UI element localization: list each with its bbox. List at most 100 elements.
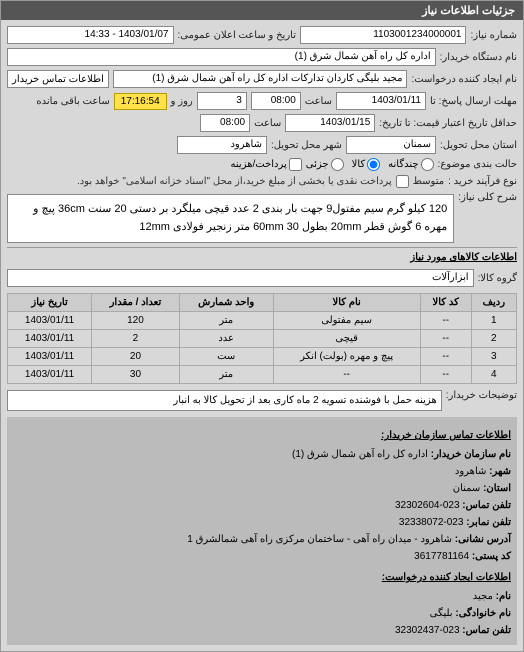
time-label-2: ساعت (254, 118, 281, 129)
valid-date: 1403/01/15 (285, 114, 375, 132)
table-cell: 2 (471, 330, 516, 348)
need-label: شرح کلی نیاز: (458, 192, 517, 203)
table-cell: عدد (179, 330, 273, 348)
remain-suffix: ساعت باقی مانده (36, 96, 109, 107)
c-prov-label: استان: (483, 483, 511, 494)
row-need: شرح کلی نیاز: 120 کیلو گرم سیم مفتول9 جه… (7, 192, 517, 243)
row-location: استان محل تحویل: سمنان شهر محل تحویل: شا… (7, 136, 517, 154)
city-label: شهر محل تحویل: (271, 140, 342, 151)
col-2: نام کالا (273, 294, 420, 312)
pkg-partial-radio[interactable] (331, 158, 344, 171)
c-post-label: کد پستی: (472, 551, 511, 562)
pkg-multi-radio[interactable] (421, 158, 434, 171)
panel-title: جزئیات اطلاعات نیاز (1, 1, 523, 20)
contact-section: اطلاعات تماس سازمان خریدار: نام سازمان خ… (7, 417, 517, 645)
table-cell: -- (420, 348, 471, 366)
brand-note: پرداخت نقدی یا بخشی از مبلغ خرید،از محل … (77, 176, 392, 187)
c-family: بلیگی (430, 608, 453, 619)
row-buyer-note: توضیحات خریدار: هزینه حمل با فوشنده تسوی… (7, 390, 517, 411)
col-5: تاریخ نیاز (8, 294, 92, 312)
row-buyer: نام دستگاه خریدار: اداره کل راه آهن شمال… (7, 48, 517, 66)
loc-label: استان محل تحویل: (440, 140, 517, 151)
post-line: کد پستی: 3617781164 (13, 548, 511, 565)
phone2-line: تلفن تماس: 023-32302437 (13, 622, 511, 639)
resp-date: 1403/01/11 (336, 92, 426, 110)
table-row: 2--قیچیعدد21403/01/11 (8, 330, 517, 348)
row-deadline: مهلت ارسال پاسخ: تا 1403/01/11 ساعت 08:0… (7, 92, 517, 110)
org-label: نام سازمان خریدار: (431, 449, 511, 460)
resp-label: مهلت ارسال پاسخ: تا (430, 96, 517, 107)
table-cell: قیچی (273, 330, 420, 348)
req-no-label: شماره نیاز: (470, 30, 517, 41)
table-head: ردیف کد کالا نام کالا واحد شمارش تعداد /… (8, 294, 517, 312)
pkg-multi-opt[interactable]: چندگانه (388, 158, 433, 171)
c-addr-label: آدرس نشانی: (455, 534, 511, 545)
loc-province: سمنان (346, 136, 436, 154)
province-line: استان: سمنان (13, 480, 511, 497)
announce-field: 1403/01/07 - 14:33 (7, 26, 173, 44)
contact-hdr1: اطلاعات تماس سازمان خریدار: (13, 427, 511, 444)
family-line: نام خانوادگی: بلیگی (13, 605, 511, 622)
c-phone2-label: تلفن تماس: (462, 625, 511, 636)
time-label-1: ساعت (305, 96, 332, 107)
brand-low: متوسط (413, 176, 444, 187)
pkg-single-opt[interactable]: کالا (352, 158, 381, 171)
table-cell: -- (420, 312, 471, 330)
table-cell: 1403/01/11 (8, 366, 92, 384)
c-addr: شاهرود - میدان راه آهی - ساختمان مرکزی ر… (187, 534, 452, 545)
announce-label: تاریخ و ساعت اعلان عمومی: (178, 30, 297, 41)
table-cell: -- (420, 330, 471, 348)
row-pkg: حالت بندی موضوع: چندگانه کالا جزئی پرداخ… (7, 158, 517, 171)
table-cell: 1403/01/11 (8, 330, 92, 348)
c-post: 3617781164 (414, 551, 469, 562)
phone-line: تلفن تماس: 023-32302604 (13, 497, 511, 514)
requester-field: مجید بلیگی کاردان تدارکات اداره کل راه آ… (113, 70, 408, 88)
req-no-field: 1103001234000001 (300, 26, 466, 44)
pkg-multi-label: چندگانه (388, 159, 418, 170)
brand-checkbox[interactable] (396, 175, 409, 188)
remain-days: 3 (197, 92, 247, 110)
pkg-label: حالت بندی موضوع: (438, 159, 517, 170)
addr-line: آدرس نشانی: شاهرود - میدان راه آهی - ساخ… (13, 531, 511, 548)
pay-label: پرداخت/هزینه (231, 159, 287, 170)
pay-checkbox[interactable] (289, 158, 302, 171)
table-cell: 1403/01/11 (8, 312, 92, 330)
row-requester: نام ایجاد کننده درخواست: مجید بلیگی کارد… (7, 70, 517, 88)
group-label: گروه کالا: (478, 273, 517, 284)
pkg-partial-label: جزئی (306, 159, 329, 170)
separator-1 (7, 247, 517, 248)
table-row: 1--سیم مفتولیمتر1201403/01/11 (8, 312, 517, 330)
pkg-single-label: کالا (352, 159, 366, 170)
table-cell: -- (420, 366, 471, 384)
group-field: ابزارآلات (7, 269, 474, 287)
valid-time: 08:00 (200, 114, 250, 132)
goods-section-title: اطلاعات کالاهای مورد نیاز (7, 252, 517, 263)
contact-hdr2: اطلاعات ایجاد کننده درخواست: (13, 569, 511, 586)
pkg-single-radio[interactable] (367, 158, 380, 171)
col-4: تعداد / مقدار (92, 294, 180, 312)
resp-time: 08:00 (251, 92, 301, 110)
contact-buyer-button[interactable]: اطلاعات تماس خریدار (7, 70, 109, 88)
pkg-partial-opt[interactable]: جزئی (306, 158, 344, 171)
c-phone: 023-32302604 (395, 500, 460, 511)
table-cell: 4 (471, 366, 516, 384)
c-prov: سمنان (453, 483, 481, 494)
table-cell: متر (179, 312, 273, 330)
remain-time: 17:16:54 (114, 93, 167, 110)
table-cell: -- (273, 366, 420, 384)
c-city-label: شهر: (489, 466, 511, 477)
brand-checkbox-opt[interactable] (396, 175, 409, 188)
table-cell: 1403/01/11 (8, 348, 92, 366)
table-cell: متر (179, 366, 273, 384)
table-cell: 2 (92, 330, 180, 348)
pay-checkbox-opt[interactable]: پرداخت/هزینه (231, 158, 302, 171)
row-group: گروه کالا: ابزارآلات (7, 269, 517, 287)
col-3: واحد شمارش (179, 294, 273, 312)
city-val: شاهرود (177, 136, 267, 154)
valid-label: حداقل تاریخ اعتبار قیمت: تا تاریخ: (379, 118, 517, 129)
brand-label: نوع فرآیند خرید : (448, 176, 517, 187)
panel-body: شماره نیاز: 1103001234000001 تاریخ و ساع… (1, 20, 523, 651)
buyer-field: اداره کل راه آهن شمال شرق (1) (7, 48, 436, 66)
c-fax: 023-32338072 (399, 517, 464, 528)
table-row: 3--پیچ و مهره (بولت) انکرست201403/01/11 (8, 348, 517, 366)
